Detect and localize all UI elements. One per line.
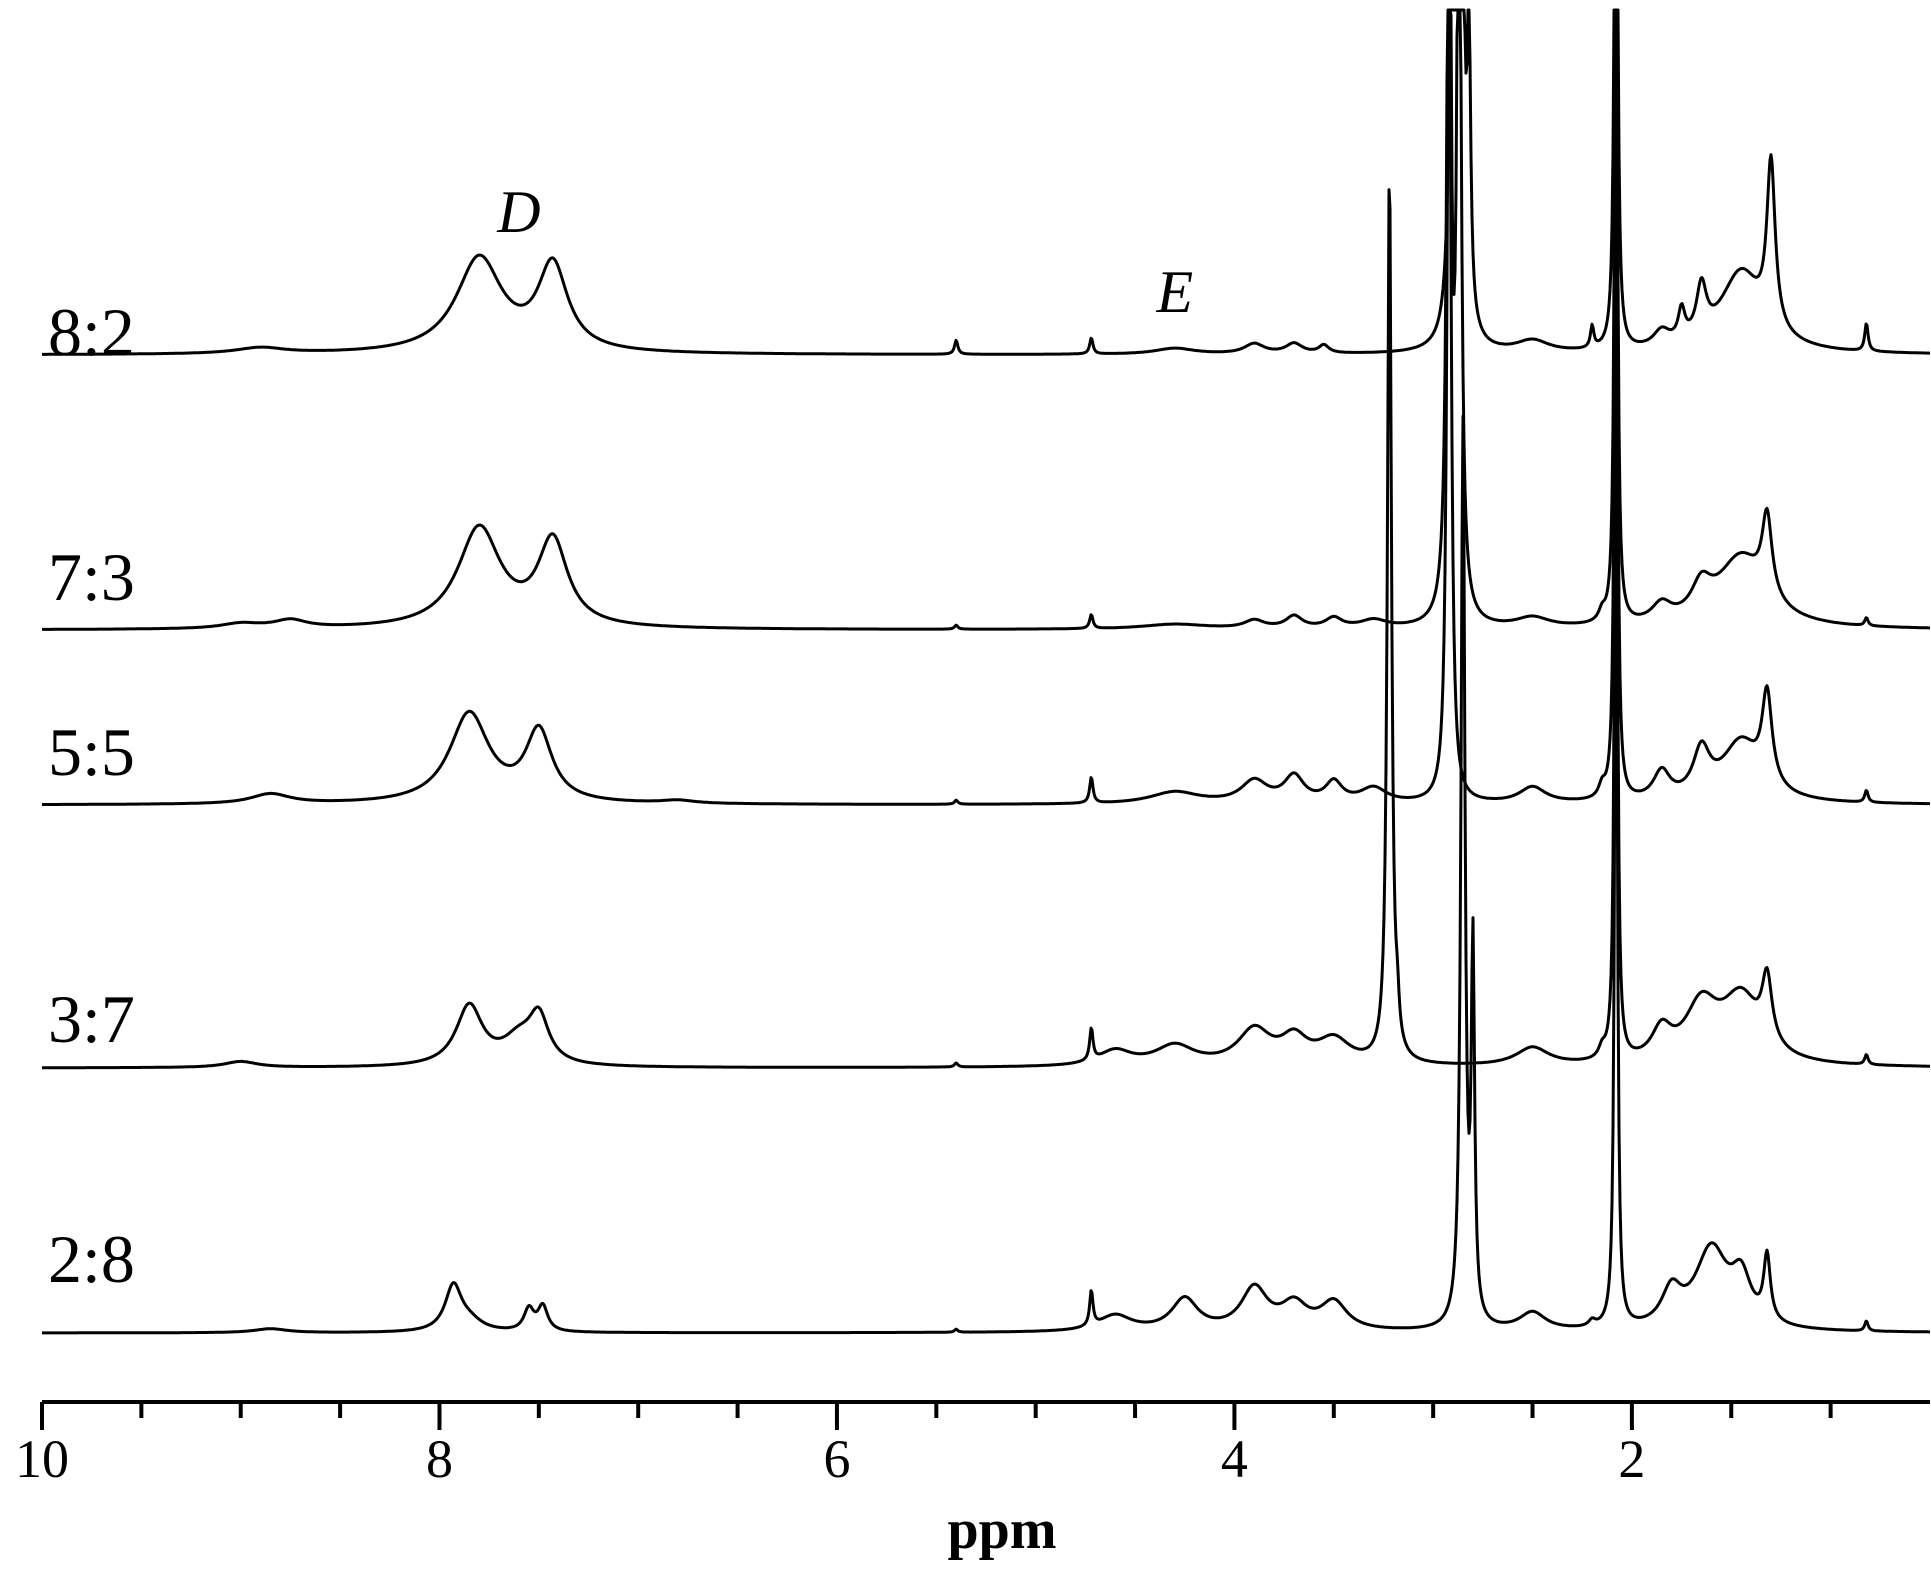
- series-label: 7:3: [48, 539, 135, 615]
- spectra-traces: [41, 8, 1931, 1335]
- series-label: 5:5: [48, 714, 135, 790]
- spectrum-trace-4: [41, 414, 1931, 1335]
- spectrum-trace-0: [41, 8, 1931, 356]
- x-tick-label: 2: [1618, 1429, 1645, 1489]
- spectrum-trace-1: [41, 8, 1931, 631]
- x-axis: 10 8 6 4 2: [15, 1400, 1930, 1489]
- spectrum-trace-3: [41, 157, 1931, 1070]
- series-label: 3:7: [48, 981, 135, 1057]
- x-tick-label: 8: [426, 1429, 453, 1489]
- peak-annotation: D: [496, 179, 540, 245]
- spectrum-trace-2: [41, 8, 1931, 806]
- x-tick-label: 4: [1221, 1429, 1248, 1489]
- x-tick-label: 10: [15, 1429, 69, 1489]
- x-tick-label: 6: [823, 1429, 850, 1489]
- series-label: 2:8: [48, 1221, 135, 1297]
- x-axis-title: ppm: [948, 1499, 1057, 1561]
- series-labels: 8:2 7:3 5:5 3:7 2:8: [48, 294, 135, 1297]
- peak-annotation: E: [1155, 259, 1193, 325]
- peak-annotations: DE: [496, 179, 1193, 325]
- series-label: 8:2: [48, 294, 135, 370]
